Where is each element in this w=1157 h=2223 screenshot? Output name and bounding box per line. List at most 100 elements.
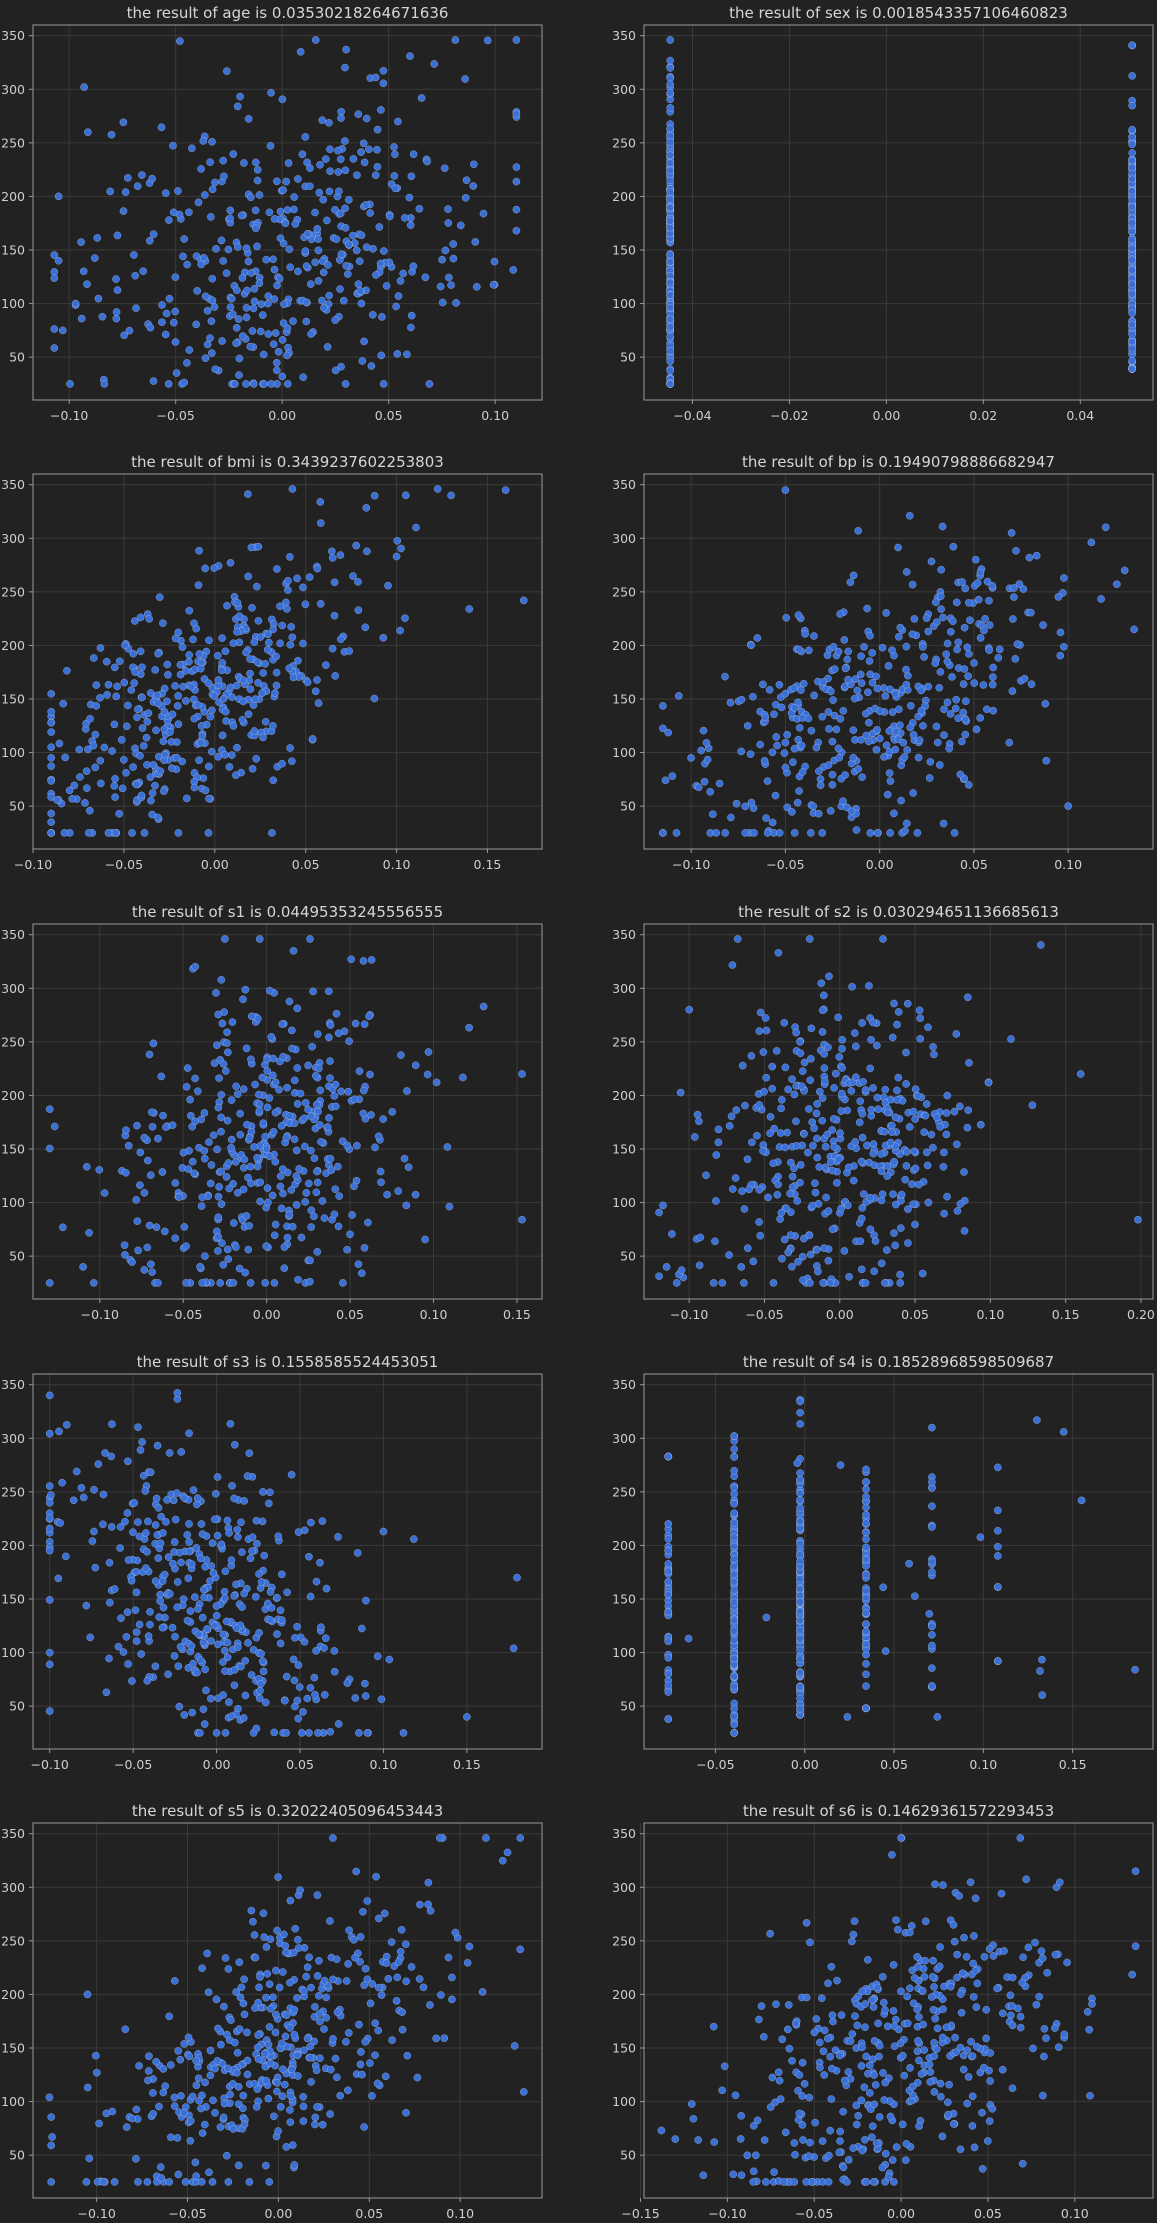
- data-point: [251, 206, 260, 215]
- data-point: [80, 83, 88, 91]
- data-point: [718, 1279, 727, 1287]
- data-point: [1016, 2023, 1025, 2032]
- x-tick-label: 0.05: [375, 408, 403, 423]
- data-point: [176, 1642, 185, 1651]
- data-point: [200, 1154, 209, 1163]
- data-point: [110, 782, 119, 790]
- data-point: [730, 1466, 739, 1475]
- data-point: [259, 1488, 267, 1496]
- data-point: [143, 717, 152, 726]
- data-point: [786, 1189, 794, 1198]
- data-point: [287, 1026, 296, 1035]
- y-tick-label: 50: [9, 2148, 25, 2163]
- data-point: [173, 1603, 181, 1612]
- data-point: [862, 1593, 870, 1602]
- data-point: [239, 332, 247, 340]
- data-point: [79, 1263, 87, 1271]
- data-point: [302, 298, 311, 307]
- data-point: [864, 737, 873, 746]
- data-point: [133, 713, 141, 722]
- data-point: [273, 2078, 282, 2087]
- data-point: [703, 755, 712, 764]
- data-point: [749, 2167, 758, 2176]
- data-point: [232, 286, 241, 295]
- data-point: [379, 1527, 388, 1536]
- data-point: [666, 89, 675, 97]
- data-point: [45, 1279, 54, 1287]
- data-point: [326, 1154, 335, 1163]
- data-point: [45, 1391, 54, 1400]
- data-point: [792, 1028, 800, 1037]
- data-point: [829, 1115, 838, 1123]
- data-point: [304, 1179, 313, 1188]
- data-point: [141, 1487, 150, 1495]
- data-point: [306, 1277, 314, 1286]
- data-point: [350, 1095, 359, 1104]
- data-point: [1006, 1991, 1015, 2000]
- data-point: [306, 935, 314, 943]
- data-point: [657, 2126, 666, 2135]
- data-point: [230, 1592, 238, 1600]
- data-point: [310, 2037, 318, 2046]
- data-point: [354, 110, 363, 118]
- data-point: [976, 1533, 985, 1541]
- y-tick-label: 100: [1, 1195, 25, 1210]
- data-point: [238, 274, 247, 282]
- data-point: [124, 174, 132, 182]
- data-point: [957, 1990, 965, 1998]
- data-point: [201, 354, 210, 363]
- data-point: [357, 299, 366, 308]
- data-point: [208, 296, 217, 305]
- data-point: [828, 770, 837, 779]
- data-point: [730, 1616, 739, 1625]
- data-point: [138, 693, 146, 702]
- data-point: [357, 1269, 366, 1277]
- data-point: [280, 2080, 289, 2089]
- data-point: [890, 1229, 898, 1237]
- data-point: [357, 2048, 365, 2056]
- data-point: [223, 1028, 231, 1037]
- data-point: [224, 2064, 232, 2073]
- data-point: [223, 2030, 231, 2039]
- data-point: [322, 1584, 331, 1593]
- subplot-title: the result of bp is 0.19490798886682947: [742, 453, 1055, 471]
- data-point: [121, 2025, 130, 2034]
- data-point: [510, 2042, 519, 2050]
- plot-frame-overlay: [643, 1822, 1154, 2199]
- data-point: [190, 1169, 198, 1178]
- data-point: [86, 715, 94, 723]
- data-point: [840, 2076, 849, 2085]
- data-point: [970, 1932, 978, 1940]
- data-point: [844, 1163, 853, 1172]
- data-point: [860, 1190, 868, 1198]
- data-point: [253, 1539, 261, 1548]
- data-point: [834, 1013, 843, 1022]
- data-point: [796, 1655, 804, 1664]
- data-point: [136, 647, 145, 656]
- data-point: [282, 1133, 291, 1142]
- data-point: [935, 684, 944, 692]
- data-point: [886, 1138, 895, 1147]
- data-point: [325, 1114, 333, 1122]
- data-point: [857, 736, 865, 744]
- data-point: [308, 1042, 316, 1051]
- data-point: [865, 982, 873, 990]
- data-point: [755, 2015, 763, 2024]
- data-point: [329, 1834, 337, 1842]
- data-point: [154, 1279, 162, 1287]
- data-point: [190, 714, 199, 723]
- data-point: [862, 1627, 870, 1636]
- data-point: [997, 1889, 1006, 1898]
- data-point: [885, 769, 894, 777]
- data-point: [180, 235, 188, 243]
- data-point: [1010, 593, 1018, 601]
- data-point: [316, 2054, 324, 2062]
- data-point: [867, 1105, 876, 1114]
- data-point: [989, 663, 998, 672]
- data-point: [799, 1252, 807, 1261]
- data-point: [222, 1173, 231, 1181]
- data-point: [871, 1237, 880, 1245]
- data-point: [240, 2120, 249, 2129]
- data-point: [203, 340, 212, 349]
- y-tick-label: 300: [1, 82, 25, 97]
